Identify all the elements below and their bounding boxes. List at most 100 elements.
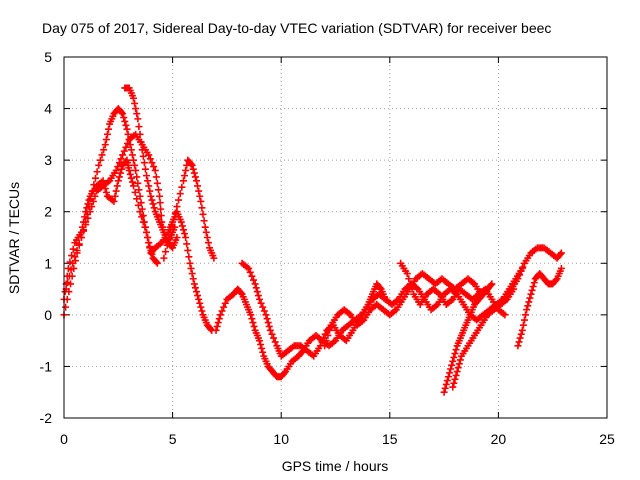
x-tick-label: 15 — [382, 431, 398, 447]
data-point — [488, 280, 496, 288]
data-point — [189, 165, 197, 173]
data-point — [124, 130, 132, 138]
data-point — [147, 192, 155, 200]
x-tick-label: 0 — [60, 431, 68, 447]
data-point — [166, 228, 174, 236]
data-point — [168, 222, 176, 230]
data-point — [198, 204, 206, 212]
data-point — [450, 379, 458, 387]
data-point — [270, 334, 278, 342]
data-point — [143, 228, 151, 236]
data-point — [246, 268, 254, 276]
data-point — [517, 330, 525, 338]
data-point — [321, 342, 329, 350]
y-axis-label: SDTVAR / TECUs — [6, 182, 22, 294]
data-point — [326, 326, 334, 334]
data-point — [65, 272, 73, 280]
data-point — [181, 172, 189, 180]
data-point — [150, 163, 158, 171]
data-point — [140, 218, 148, 226]
data-point — [271, 338, 279, 346]
data-point — [153, 259, 161, 267]
data-point — [250, 276, 258, 284]
data-point — [248, 315, 256, 323]
data-point — [165, 235, 173, 243]
data-point — [451, 375, 459, 383]
data-point — [189, 275, 197, 283]
data-point — [454, 364, 462, 372]
data-point — [449, 383, 457, 391]
data-point — [318, 338, 326, 346]
data-point — [322, 337, 330, 345]
data-point — [192, 177, 200, 185]
data-point — [136, 130, 144, 138]
data-point — [150, 204, 158, 212]
data-point — [102, 136, 110, 144]
data-point — [145, 151, 153, 159]
data-point — [199, 210, 207, 218]
data-point — [122, 143, 130, 151]
data-point — [218, 307, 226, 315]
data-point — [82, 221, 90, 229]
data-point — [91, 174, 99, 182]
data-point — [529, 282, 537, 290]
data-point — [247, 311, 255, 319]
data-point — [125, 166, 133, 174]
data-point — [207, 325, 215, 333]
data-point — [266, 326, 274, 334]
data-point — [184, 246, 192, 254]
data-point — [441, 384, 449, 392]
data-point — [280, 369, 288, 377]
data-point — [188, 270, 196, 278]
data-point — [132, 166, 140, 174]
data-point — [64, 279, 72, 287]
data-point — [95, 161, 103, 169]
data-point — [118, 165, 126, 173]
data-point — [69, 259, 77, 267]
x-axis-ticks: 0 5 10 15 20 25 — [60, 57, 615, 447]
data-point — [198, 307, 206, 315]
data-point — [148, 196, 156, 204]
data-point — [69, 245, 77, 253]
data-point — [134, 179, 142, 187]
data-point — [124, 139, 132, 147]
data-point — [210, 254, 218, 262]
data-point — [144, 177, 152, 185]
data-point — [557, 264, 565, 272]
data-point — [152, 258, 160, 266]
series-track-c — [62, 130, 179, 293]
data-point — [136, 192, 144, 200]
data-point — [182, 166, 190, 174]
data-point — [455, 360, 463, 368]
data-point — [255, 337, 263, 345]
data-point — [178, 222, 186, 230]
data-point — [444, 373, 452, 381]
data-point — [257, 341, 265, 349]
y-tick-label: -1 — [40, 358, 53, 374]
data-point — [442, 380, 450, 388]
data-point — [133, 110, 141, 118]
data-point — [114, 177, 122, 185]
data-point — [131, 99, 139, 107]
data-point — [557, 249, 565, 257]
data-point — [173, 203, 181, 211]
x-tick-label: 25 — [599, 431, 615, 447]
data-point — [73, 246, 81, 254]
data-point — [196, 299, 204, 307]
data-point — [443, 377, 451, 385]
data-point — [127, 174, 135, 182]
data-point — [77, 234, 85, 241]
data-point — [259, 348, 267, 356]
data-point — [130, 156, 138, 164]
data-point — [89, 197, 97, 205]
data-point — [195, 295, 203, 303]
data-point — [202, 228, 210, 236]
data-point — [263, 315, 271, 323]
data-point — [93, 168, 101, 176]
data-point — [528, 286, 536, 294]
data-point — [146, 155, 154, 163]
data-point — [157, 205, 165, 213]
data-point — [253, 288, 261, 296]
data-point — [203, 234, 211, 241]
data-point — [405, 275, 413, 283]
